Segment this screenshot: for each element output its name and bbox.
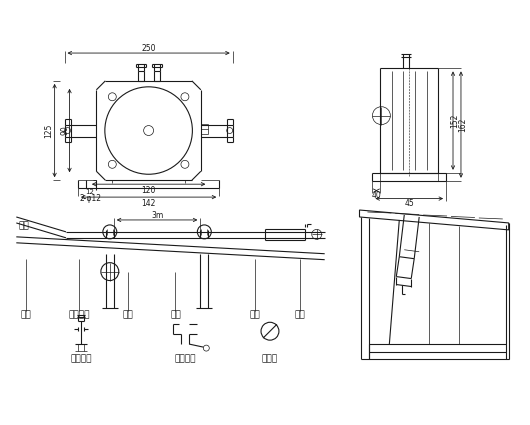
Text: 机架: 机架 bbox=[250, 311, 260, 320]
Text: 支架: 支架 bbox=[21, 311, 32, 320]
Text: 250: 250 bbox=[142, 44, 156, 53]
Text: 40: 40 bbox=[372, 191, 381, 200]
Text: 托环: 托环 bbox=[122, 311, 133, 320]
Text: 龙头: 龙头 bbox=[170, 311, 181, 320]
Text: 142: 142 bbox=[142, 198, 156, 207]
Text: 125: 125 bbox=[44, 123, 53, 138]
Text: 152: 152 bbox=[450, 113, 460, 128]
Text: 90: 90 bbox=[60, 126, 69, 136]
Text: 3m: 3m bbox=[151, 212, 163, 221]
Text: 2-φ12: 2-φ12 bbox=[80, 194, 102, 203]
Text: 钢丝线: 钢丝线 bbox=[262, 354, 278, 363]
Text: 162: 162 bbox=[458, 117, 467, 132]
Text: 12: 12 bbox=[85, 189, 94, 195]
Text: 120: 120 bbox=[142, 186, 156, 195]
Text: 托环安装: 托环安装 bbox=[175, 354, 196, 363]
Text: 螺柱: 螺柱 bbox=[295, 311, 305, 320]
Text: 45: 45 bbox=[404, 199, 414, 208]
Text: 支架安装: 支架安装 bbox=[70, 354, 92, 363]
Text: 鼹鼠开关: 鼹鼠开关 bbox=[68, 311, 90, 320]
Text: 胶带: 胶带 bbox=[19, 221, 29, 230]
